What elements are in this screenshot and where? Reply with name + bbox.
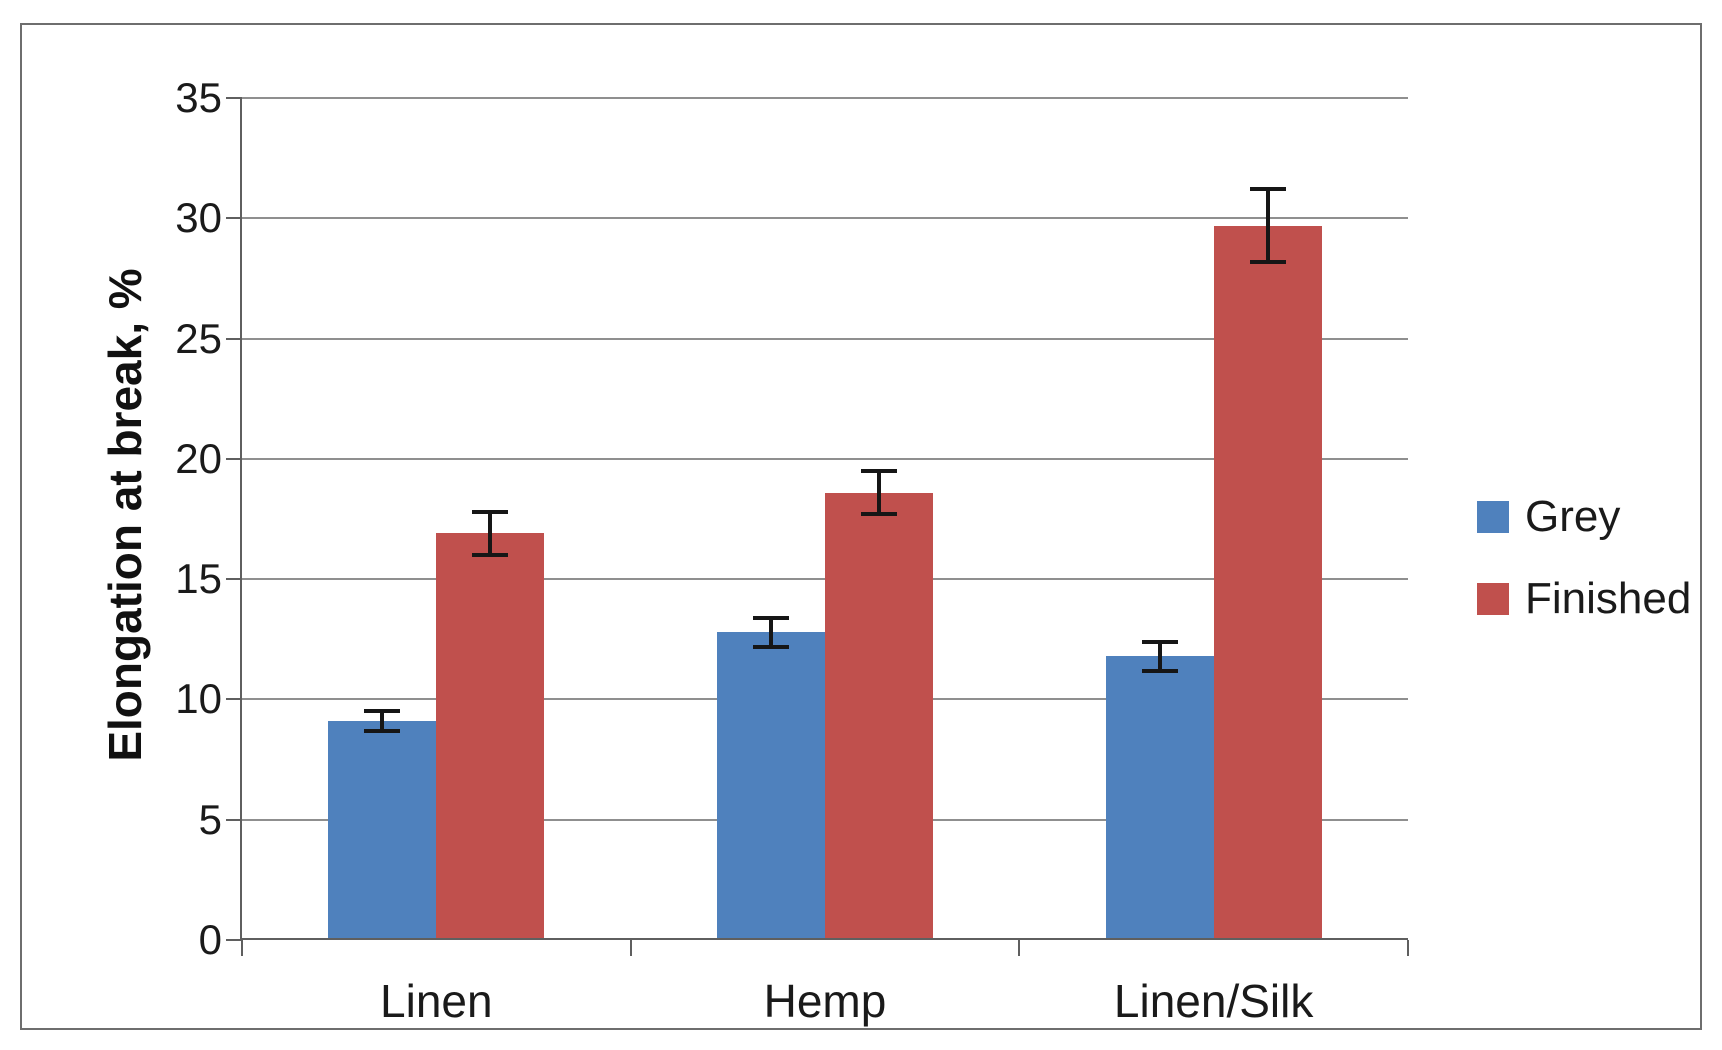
- bar-finished-linen: [436, 533, 545, 940]
- y-tick-label-20: 20: [175, 434, 222, 482]
- error-bar-cap-bottom: [364, 728, 401, 733]
- x-axis-tick: [629, 940, 632, 956]
- legend-label-grey: Grey: [1525, 492, 1621, 541]
- category-label-linen-silk: Linen/Silk: [1113, 975, 1314, 1027]
- y-tick-label-35: 35: [175, 74, 222, 121]
- error-bar-cap-bottom: [1141, 668, 1178, 673]
- x-axis-tick: [1407, 940, 1409, 956]
- x-axis-tick: [241, 940, 243, 956]
- error-bar-cap-top: [364, 709, 401, 714]
- y-axis-tick: [226, 217, 242, 220]
- y-axis-tick: [226, 939, 242, 941]
- bar-grey-hemp: [717, 632, 825, 940]
- y-tick-label-25: 25: [175, 314, 222, 362]
- error-bar-line: [877, 470, 881, 515]
- y-axis-tick: [226, 698, 242, 701]
- x-axis-tick: [1018, 940, 1021, 956]
- x-axis-category-labels: Linen Hemp Linen/Silk: [242, 973, 1408, 1033]
- bar-finished-hemp: [825, 492, 933, 940]
- chart-frame: Elongation at break, % 0 5 10 15 20 25 30 35 Li…: [20, 23, 1702, 1030]
- y-axis-tick-labels: 0 5 10 15 20 25 30 35: [72, 75, 222, 963]
- x-axis-line: [240, 938, 1408, 940]
- bar-finished-linen-silk: [1213, 225, 1322, 940]
- bar-grey-linen: [328, 721, 437, 940]
- error-bar-line: [380, 711, 385, 731]
- error-bar-cap-bottom: [861, 512, 897, 517]
- legend-entry-finished: Finished: [1477, 575, 1691, 623]
- error-bar-line: [488, 511, 493, 556]
- category-label-hemp: Hemp: [763, 975, 887, 1027]
- y-axis-line: [240, 98, 242, 940]
- y-axis-tick: [226, 818, 242, 821]
- legend-label-finished: Finished: [1525, 574, 1692, 623]
- y-axis-tick: [226, 97, 242, 99]
- error-bar-cap-top: [1141, 639, 1178, 644]
- y-axis-tick: [226, 457, 242, 460]
- error-bar-line: [1157, 641, 1162, 671]
- plot-area: [226, 97, 1409, 956]
- gridline-30: [242, 217, 1408, 220]
- error-bar-cap-bottom: [753, 644, 789, 649]
- gridline-35: [242, 97, 1408, 99]
- y-axis-tick: [226, 337, 242, 340]
- y-tick-label-30: 30: [175, 194, 222, 242]
- error-bar-cap-top: [472, 509, 509, 514]
- legend-swatch-grey: [1477, 501, 1509, 533]
- error-bar-cap-bottom: [1249, 259, 1286, 264]
- legend-swatch-finished: [1477, 583, 1509, 615]
- y-tick-label-0: 0: [198, 916, 222, 963]
- error-bar-cap-top: [861, 468, 897, 473]
- y-tick-label-10: 10: [175, 675, 222, 723]
- y-tick-label-5: 5: [198, 795, 222, 843]
- error-bar-cap-top: [753, 615, 789, 620]
- legend: Grey Finished: [1477, 493, 1691, 657]
- bar-grey-linen-silk: [1105, 656, 1214, 940]
- gridline-25: [242, 337, 1408, 340]
- error-bar-cap-top: [1249, 187, 1286, 192]
- y-tick-label-15: 15: [175, 555, 222, 603]
- legend-entry-grey: Grey: [1477, 493, 1691, 541]
- error-bar-line: [1265, 189, 1270, 262]
- error-bar-cap-bottom: [472, 553, 509, 558]
- y-axis-tick: [226, 578, 242, 581]
- error-bar-line: [769, 617, 773, 647]
- category-label-linen: Linen: [380, 975, 493, 1027]
- gridline-20: [242, 457, 1408, 460]
